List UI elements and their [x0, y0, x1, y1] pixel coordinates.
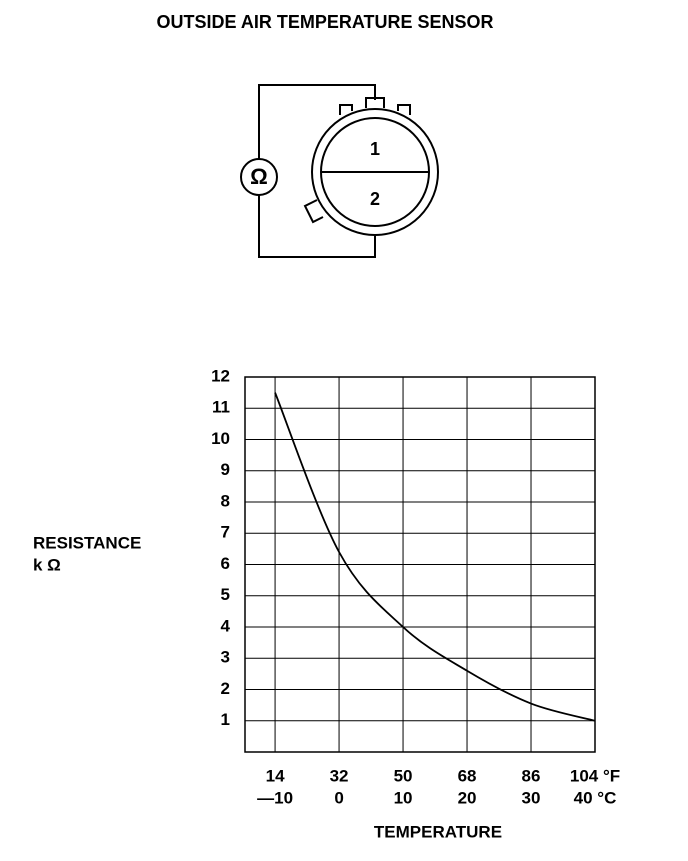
y-tick-label: 8: [221, 491, 230, 510]
x-tick-label: 32: [330, 766, 349, 785]
x-tick-label: 86: [522, 766, 541, 785]
x-tick-label: 10: [394, 788, 413, 807]
x-tick-label: 20: [458, 788, 477, 807]
y-axis-label: RESISTANCE: [33, 533, 141, 552]
y-tick-label: 11: [212, 398, 230, 417]
x-tick-label: —10: [257, 788, 293, 807]
y-axis-label: k Ω: [33, 555, 61, 574]
y-tick-label: 5: [221, 585, 230, 604]
y-tick-label: 1: [221, 710, 230, 729]
y-tick-label: 6: [221, 554, 230, 573]
latch: [303, 199, 324, 224]
y-tick-label: 2: [221, 679, 230, 698]
resistance-curve: [274, 392, 596, 722]
x-tick-label: 0: [334, 788, 343, 807]
y-tick-label: 10: [211, 429, 230, 448]
pin-label: 2: [370, 189, 380, 209]
x-tick-label: 50: [394, 766, 413, 785]
ohmmeter: [240, 158, 278, 196]
y-tick-label: 9: [221, 460, 230, 479]
y-tick-label: 4: [221, 616, 231, 635]
y-tick-label: 12: [211, 366, 230, 385]
tabs: [339, 97, 411, 115]
y-tick-label: 3: [221, 648, 230, 667]
meter-symbol: Ω: [250, 164, 268, 189]
connector-outer: [311, 108, 439, 236]
x-tick-label: 40 °C: [574, 788, 617, 807]
pin-label: 1: [370, 139, 380, 159]
y-tick-label: 7: [221, 523, 230, 542]
x-tick-label: 104 °F: [570, 766, 620, 785]
x-tick-label: 14: [266, 766, 285, 785]
x-tick-label: 68: [458, 766, 477, 785]
page-title: OUTSIDE AIR TEMPERATURE SENSOR: [156, 12, 493, 32]
sensor-diagram: [240, 84, 439, 258]
wire: [258, 84, 376, 159]
wire: [258, 195, 376, 258]
x-axis-label: TEMPERATURE: [374, 822, 502, 841]
x-tick-label: 30: [522, 788, 541, 807]
